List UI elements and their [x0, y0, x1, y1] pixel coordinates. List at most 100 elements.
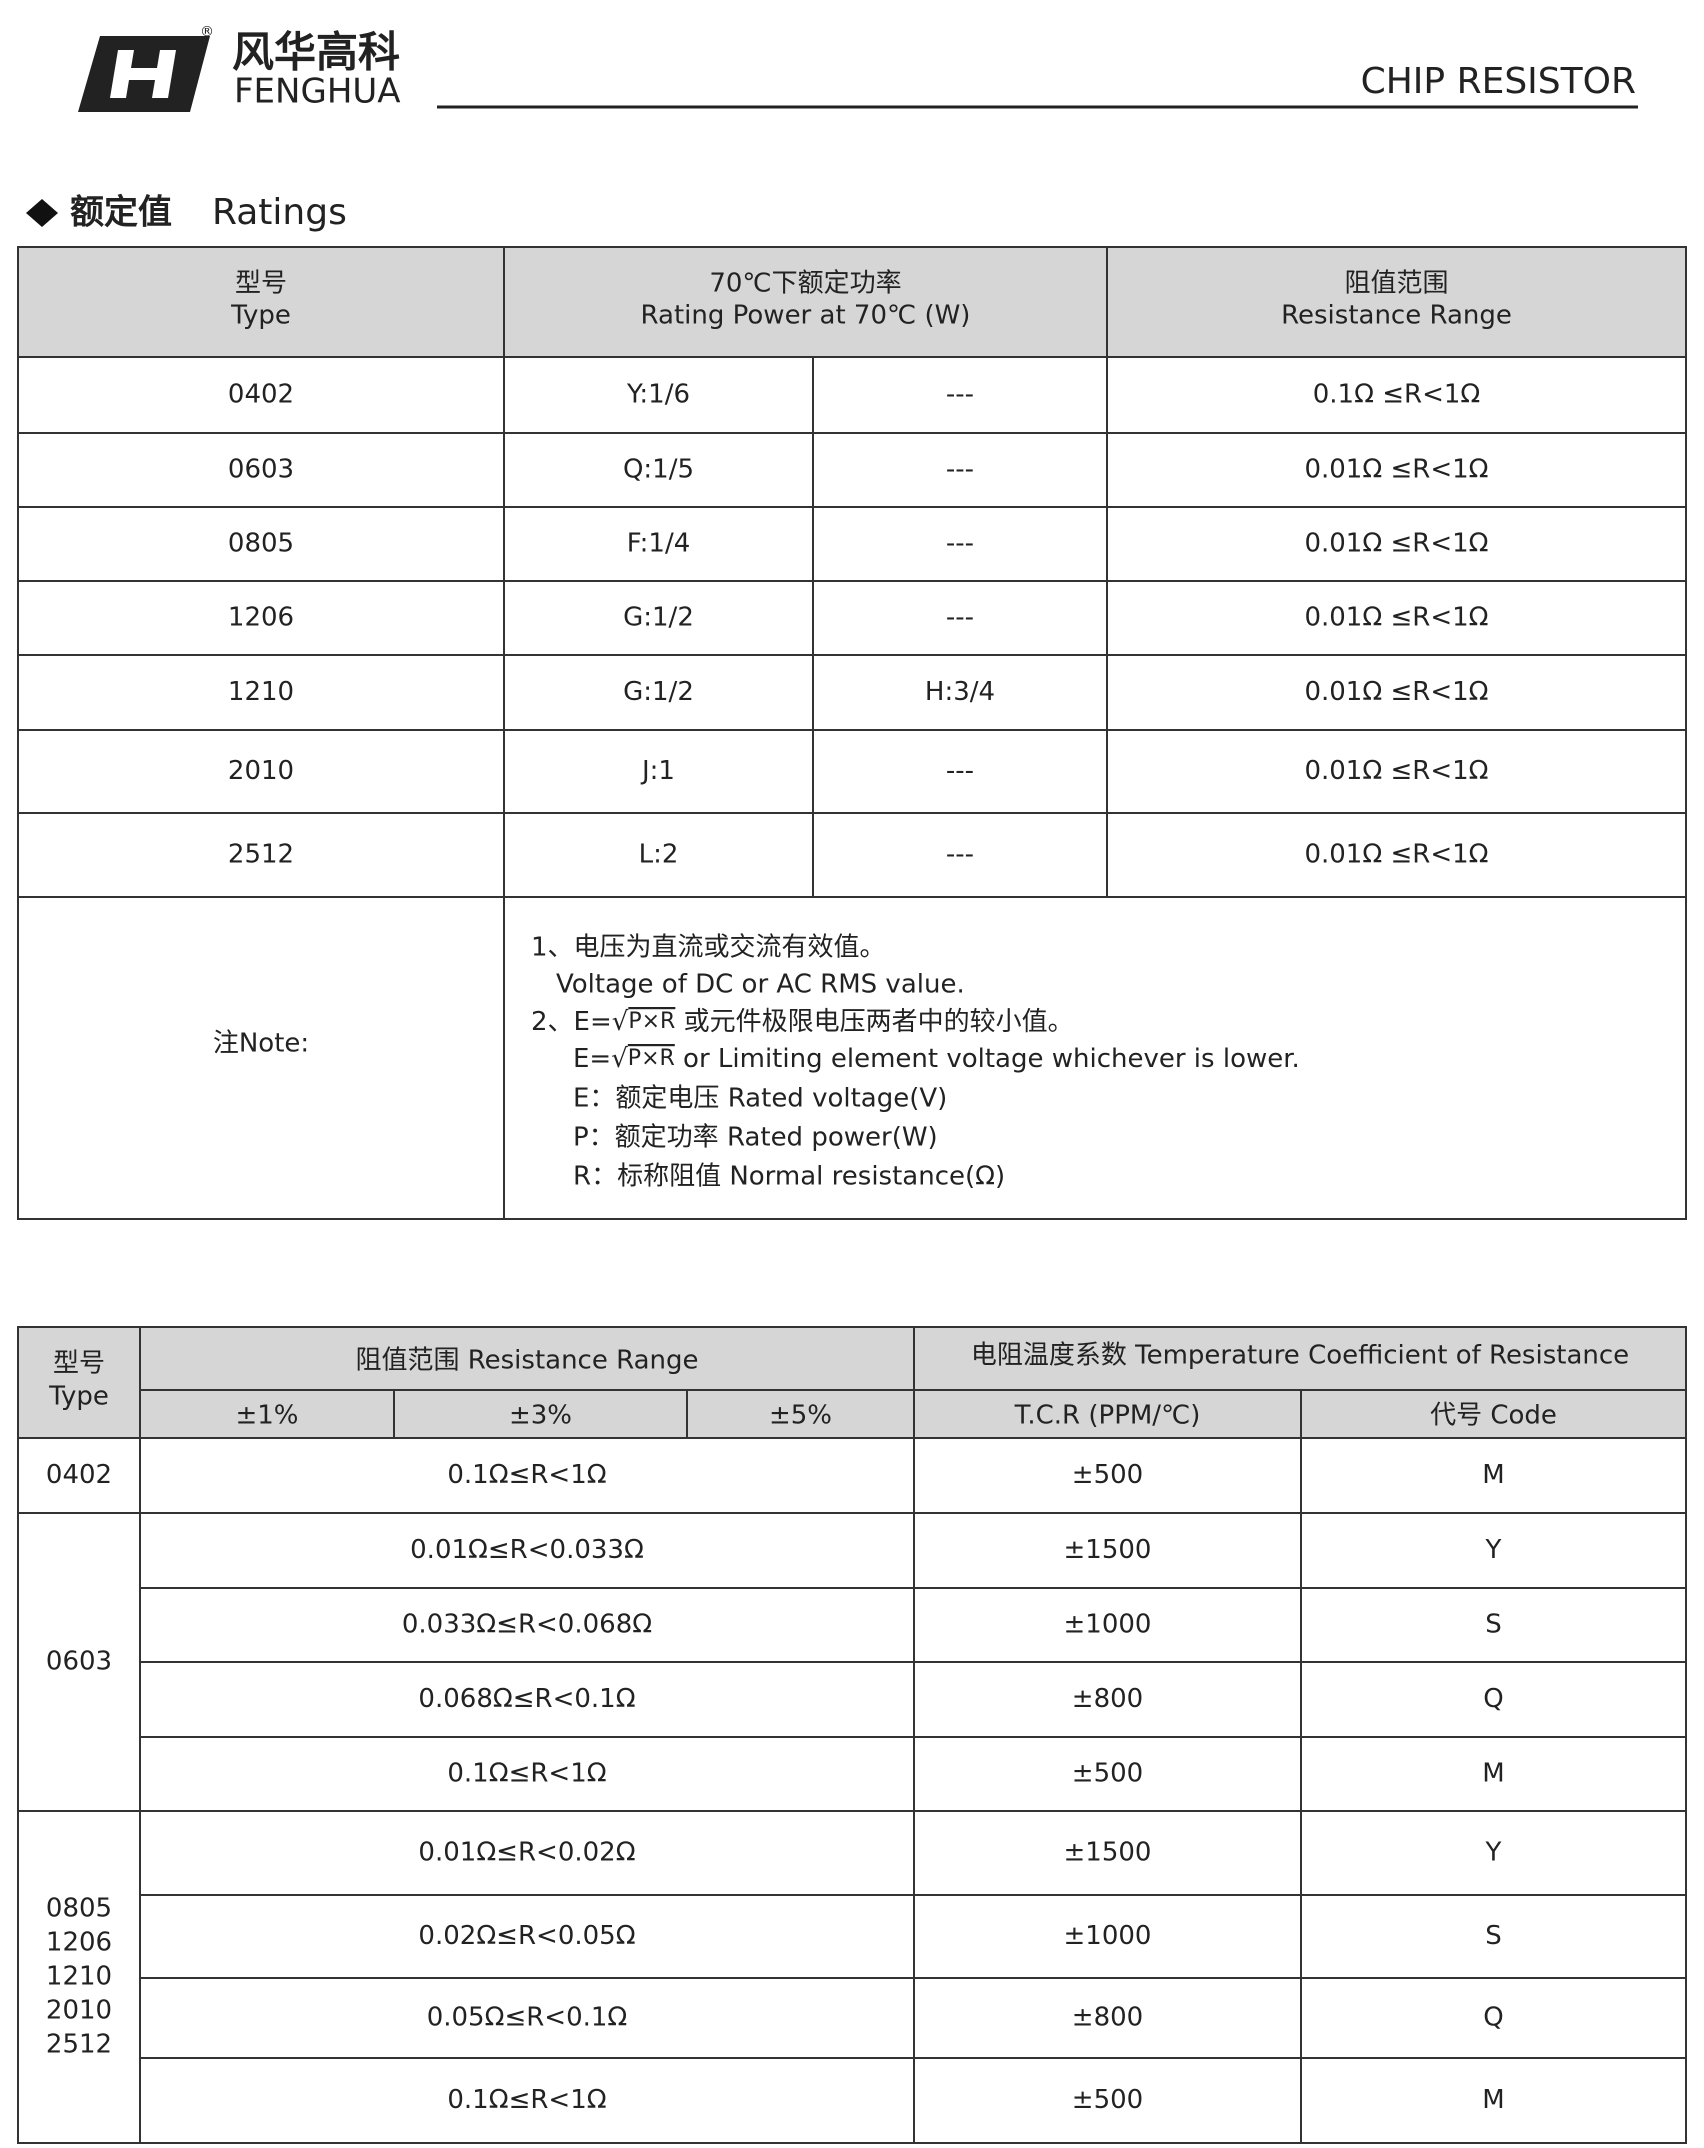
type-cell: 2010: [46, 1996, 112, 2026]
section-title-cn: 额定值: [70, 193, 172, 233]
cell: 0402: [228, 380, 294, 410]
header-en: Resistance Range: [1281, 301, 1512, 331]
logo: [78, 36, 210, 112]
header-tolerance: ±1%: [235, 1401, 298, 1431]
note-prefix: E=: [573, 1044, 611, 1074]
note-line: P：额定功率 Rated power(W): [573, 1123, 938, 1153]
cell: 1206: [228, 603, 294, 633]
cell: 0603: [228, 455, 294, 485]
cell: ---: [946, 840, 974, 870]
tcr-cell: ±1500: [1064, 1535, 1152, 1565]
note-line: E=√P×R or Limiting element voltage which…: [573, 1044, 1300, 1074]
tcr-cell: ±500: [1072, 1460, 1143, 1490]
cell: Y:1/6: [626, 380, 690, 410]
brand-en: FENGHUA: [234, 72, 401, 112]
tcr-cell: ±500: [1072, 2085, 1143, 2115]
range-cell: 0.01Ω≤R<0.033Ω: [410, 1535, 644, 1565]
note-line: R：标称阻值 Normal resistance(Ω): [573, 1162, 1005, 1192]
tcr-cell: ±1000: [1064, 1610, 1152, 1640]
sqrt-radicand: P×R: [628, 1046, 675, 1071]
tcr-cell: ±500: [1072, 1759, 1143, 1789]
header-tcr-group: 电阻温度系数 Temperature Coefficient of Resist…: [971, 1341, 1629, 1371]
range-cell: 0.1Ω≤R<1Ω: [447, 2085, 606, 2115]
cell: G:1/2: [623, 677, 694, 707]
header-code: 代号 Code: [1430, 1401, 1557, 1431]
note-prefix: 2、E=: [531, 1007, 612, 1037]
code-cell: S: [1485, 1921, 1502, 1951]
cell: H:3/4: [925, 677, 995, 707]
cell: ---: [946, 603, 974, 633]
type-cell: 0402: [46, 1460, 112, 1490]
cell: 2010: [228, 756, 294, 786]
cell: 2512: [228, 840, 294, 870]
brand-cn: 风华高科: [232, 28, 400, 77]
note-label: 注Note:: [213, 1029, 309, 1059]
cell: 0.01Ω ≤R<1Ω: [1304, 455, 1488, 485]
cell: G:1/2: [623, 603, 694, 633]
range-cell: 0.1Ω≤R<1Ω: [447, 1460, 606, 1490]
cell: J:1: [640, 756, 675, 786]
range-cell: 0.05Ω≤R<0.1Ω: [427, 2003, 628, 2033]
range-cell: 0.02Ω≤R<0.05Ω: [418, 1921, 635, 1951]
note-suffix: or Limiting element voltage whichever is…: [675, 1044, 1300, 1074]
note-line: E：额定电压 Rated voltage(V): [573, 1084, 947, 1114]
cell: L:2: [639, 840, 679, 870]
header-bg: [18, 1327, 1686, 1438]
code-cell: M: [1482, 2085, 1504, 2115]
header-cn: 70℃下额定功率: [709, 269, 901, 299]
table-border: [17, 246, 1687, 1220]
cell: Q:1/5: [623, 455, 694, 485]
cell: 0.1Ω ≤R<1Ω: [1313, 380, 1481, 410]
note-line: 1、电压为直流或交流有效值。: [531, 933, 886, 963]
note-line: 2、E=√P×R 或元件极限电压两者中的较小值。: [531, 1007, 1074, 1037]
code-cell: Q: [1483, 2003, 1503, 2033]
type-cell: 1210: [46, 1962, 112, 1992]
header-type-en: Type: [48, 1382, 109, 1412]
sqrt-radicand: P×R: [628, 1009, 675, 1034]
tcr-cell: ±800: [1072, 2003, 1143, 2033]
cell: 0.01Ω ≤R<1Ω: [1304, 756, 1488, 786]
header-tolerance: ±3%: [509, 1401, 572, 1431]
code-cell: M: [1482, 1460, 1504, 1490]
product-name: CHIP RESISTOR: [1361, 61, 1636, 102]
note-suffix: 或元件极限电压两者中的较小值。: [675, 1007, 1073, 1037]
code-cell: Q: [1483, 1684, 1503, 1714]
cell: ---: [946, 756, 974, 786]
code-cell: Y: [1485, 1535, 1502, 1565]
header-range: 阻值范围 Resistance Range: [355, 1346, 698, 1376]
cell: 0.01Ω ≤R<1Ω: [1304, 529, 1488, 559]
tcr-cell: ±1000: [1064, 1921, 1152, 1951]
tcr-cell: ±800: [1072, 1684, 1143, 1714]
range-cell: 0.01Ω≤R<0.02Ω: [418, 1838, 635, 1868]
header-type-cn: 型号: [53, 1349, 105, 1379]
header-cn: 阻值范围: [1344, 269, 1448, 299]
sqrt-sign: √: [611, 1044, 628, 1074]
cell: 1210: [228, 677, 294, 707]
type-cell: 0805: [46, 1894, 112, 1924]
code-cell: S: [1485, 1610, 1502, 1640]
header-en: Rating Power at 70℃ (W): [641, 301, 971, 331]
header-en: Type: [230, 301, 291, 331]
cell: 0.01Ω ≤R<1Ω: [1304, 603, 1488, 633]
sqrt-sign: √: [612, 1007, 629, 1037]
type-cell: 0603: [46, 1647, 112, 1677]
table-border: [17, 1326, 1687, 2144]
cell: F:1/4: [627, 529, 691, 559]
cell: 0.01Ω ≤R<1Ω: [1304, 840, 1488, 870]
cell: ---: [946, 455, 974, 485]
range-cell: 0.1Ω≤R<1Ω: [447, 1759, 606, 1789]
cell: 0.01Ω ≤R<1Ω: [1304, 677, 1488, 707]
code-cell: M: [1482, 1759, 1504, 1789]
header-tcr: T.C.R (PPM/℃): [1014, 1401, 1201, 1431]
cell: ---: [946, 380, 974, 410]
header-cn: 型号: [235, 269, 287, 299]
cell: ---: [946, 529, 974, 559]
header-bg: [18, 247, 1686, 357]
note-line: Voltage of DC or AC RMS value.: [556, 970, 965, 1000]
code-cell: Y: [1485, 1838, 1502, 1868]
cell: 0805: [228, 529, 294, 559]
